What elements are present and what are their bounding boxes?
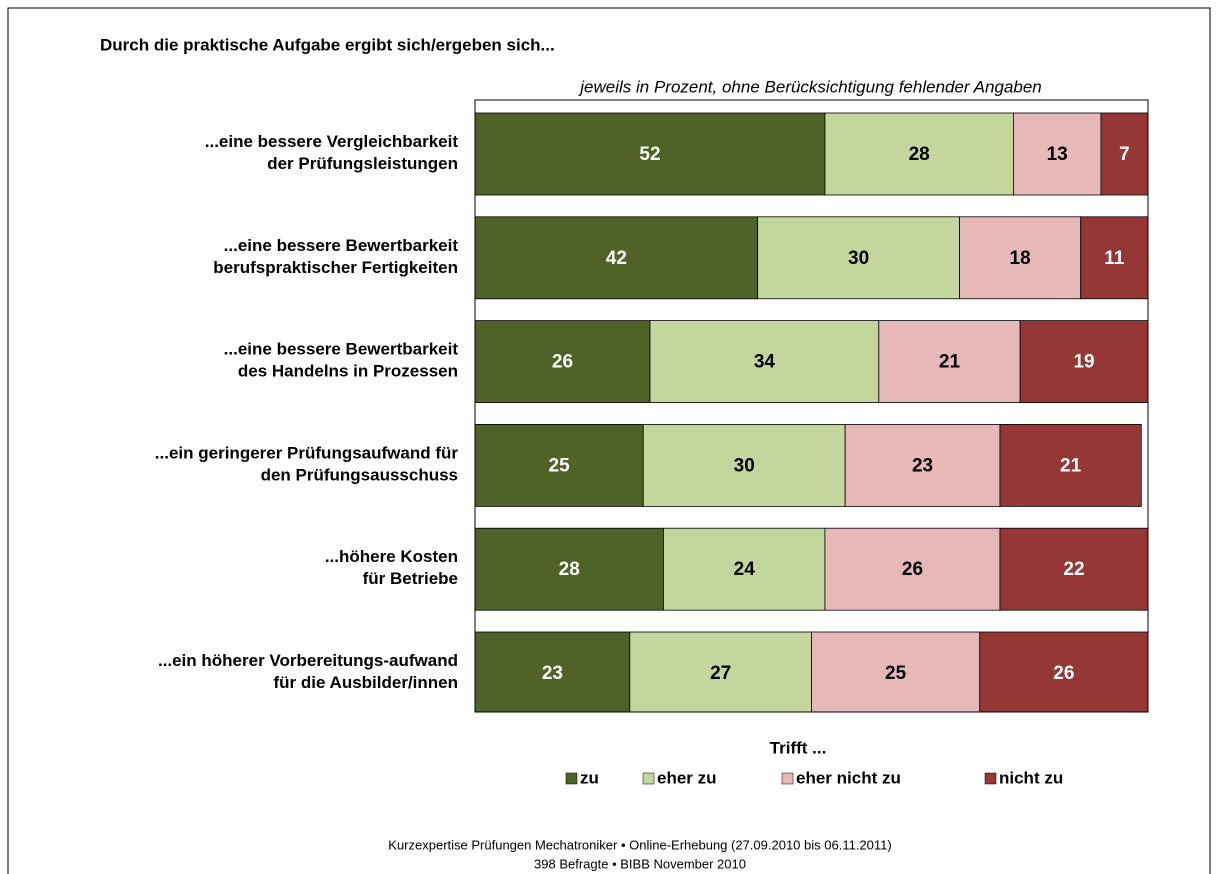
slide-frame bbox=[7, 7, 1211, 874]
footer: 398 Befragte • BIBB November 2010 bbox=[534, 856, 746, 871]
bar-segment bbox=[649, 320, 880, 404]
data-label: 21 bbox=[939, 352, 961, 373]
bar-segment bbox=[475, 423, 644, 507]
legend-label: eher zu bbox=[657, 768, 717, 787]
bar-segment bbox=[663, 527, 826, 611]
data-label: 21 bbox=[1060, 455, 1082, 476]
data-label: 7 bbox=[1119, 144, 1130, 165]
legend-swatch bbox=[984, 772, 997, 785]
data-label: 28 bbox=[909, 144, 930, 165]
bar-segment bbox=[824, 112, 1014, 196]
data-label: 24 bbox=[734, 559, 756, 580]
chart-subtitle: jeweils in Prozent, ohne Berücksichtigun… bbox=[578, 77, 1042, 96]
bar-segment bbox=[999, 423, 1142, 507]
category-label: ...ein geringerer Prüfungsaufwand für den… bbox=[155, 444, 459, 485]
data-label: 27 bbox=[710, 663, 731, 684]
category-label: ...eine bessere Bewertbarkeit des Handeln… bbox=[224, 340, 459, 381]
data-label: 42 bbox=[606, 248, 627, 269]
data-label: 13 bbox=[1047, 144, 1068, 165]
chart-title: Durch die praktische Aufgabe ergibt sich… bbox=[100, 35, 555, 54]
bar-segment bbox=[1019, 320, 1148, 404]
data-label: 30 bbox=[734, 455, 755, 476]
bar-segment bbox=[475, 216, 759, 300]
data-label: 18 bbox=[1010, 248, 1031, 269]
bar-segment bbox=[642, 423, 846, 507]
bar-segment bbox=[999, 527, 1148, 611]
bar-segment bbox=[824, 527, 1001, 611]
data-label: 25 bbox=[885, 663, 907, 684]
bar-segment bbox=[1100, 112, 1148, 196]
data-label: 52 bbox=[639, 144, 660, 165]
data-label: 30 bbox=[848, 248, 869, 269]
bar-segment bbox=[629, 631, 812, 712]
data-label: 26 bbox=[1053, 663, 1074, 684]
data-label: 22 bbox=[1063, 559, 1084, 580]
data-label: 28 bbox=[559, 559, 580, 580]
legend-label: eher nicht zu bbox=[796, 768, 901, 787]
data-label: 23 bbox=[912, 455, 933, 476]
bar-segment bbox=[959, 216, 1082, 300]
category-label: ...eine bessere Bewertbarkeit berufsprakt… bbox=[213, 236, 458, 277]
bar-segment bbox=[757, 216, 960, 300]
bar-segment bbox=[1080, 216, 1148, 300]
bar-segment bbox=[878, 320, 1021, 404]
plot-frame bbox=[474, 99, 1149, 713]
legend-label: zu bbox=[580, 768, 599, 787]
data-label: 23 bbox=[542, 663, 563, 684]
legend-swatch bbox=[642, 772, 655, 785]
bar-segment bbox=[475, 320, 651, 404]
category-label: ...ein höherer Vorbereitungs-aufwand für … bbox=[158, 651, 458, 692]
data-label: 26 bbox=[552, 352, 573, 373]
data-label: 25 bbox=[549, 455, 571, 476]
category-label: ...eine bessere Vergleichbarkeit der Prüf… bbox=[205, 132, 459, 173]
bar-segment bbox=[979, 631, 1148, 712]
bar-segment bbox=[844, 423, 1001, 507]
data-label: 34 bbox=[754, 352, 776, 373]
data-label: 26 bbox=[902, 559, 923, 580]
bar-segment bbox=[475, 527, 664, 611]
category-label: ...höhere Kosten für Betriebe bbox=[325, 548, 458, 589]
bar-segment bbox=[811, 631, 981, 712]
data-label: 11 bbox=[1104, 248, 1125, 269]
bar-segment bbox=[475, 631, 631, 712]
plot-area bbox=[475, 112, 1148, 712]
legend-title: Trifft ... bbox=[770, 738, 827, 757]
legend-swatch bbox=[781, 772, 794, 785]
data-label: 19 bbox=[1073, 352, 1094, 373]
legend-label: nicht zu bbox=[999, 768, 1063, 787]
legend-swatch bbox=[565, 772, 578, 785]
bar-segment bbox=[475, 112, 826, 196]
footer: Kurzexpertise Prüfungen Mechatroniker • … bbox=[388, 837, 891, 852]
bar-segment bbox=[1013, 112, 1102, 196]
